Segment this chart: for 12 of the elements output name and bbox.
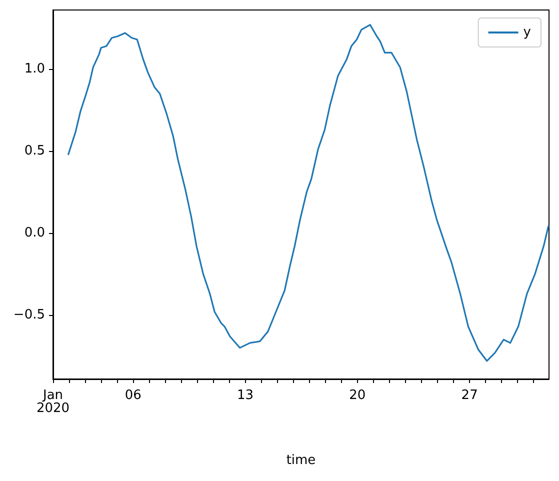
y-tick-label: 0.5 (24, 144, 45, 159)
x-tick-label: 06 (124, 388, 142, 403)
legend-label: y (523, 25, 532, 40)
x-tick-label: 20 (349, 388, 366, 403)
x-tick-label: Jan 2020 (36, 388, 70, 416)
line-series (68, 24, 550, 362)
y-tick-label: −0.5 (13, 308, 45, 323)
x-tick-label: 27 (461, 388, 478, 403)
x-axis-title: time (286, 453, 316, 468)
x-tick-label: 13 (236, 388, 254, 403)
y-tick-label: 1.0 (24, 62, 45, 77)
y-tick-label: 0.0 (24, 226, 45, 241)
